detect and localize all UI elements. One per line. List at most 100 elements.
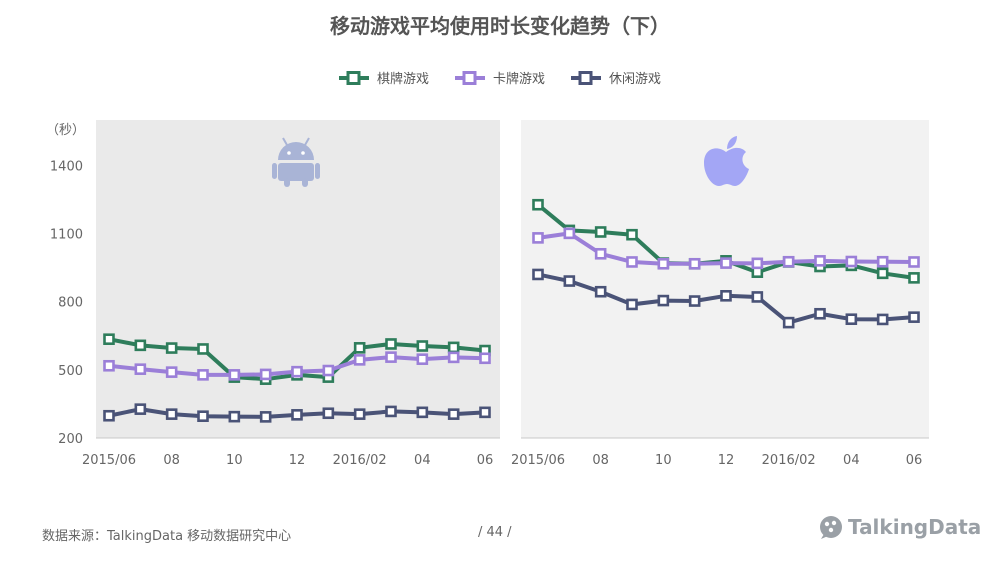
data-point [532, 232, 544, 244]
legend-swatch-qipai [338, 70, 369, 85]
logo-text: TalkingData [848, 515, 982, 539]
legend-label-qipai: 棋牌游戏 [376, 72, 429, 87]
data-point [103, 409, 115, 422]
data-point [197, 369, 209, 381]
data-point [594, 285, 607, 298]
data-point [908, 311, 920, 323]
data-point [845, 313, 858, 326]
data-point [416, 340, 429, 352]
data-point [782, 316, 795, 329]
x-tick-label: 2015/06 [511, 453, 565, 468]
data-point [416, 406, 429, 419]
data-point [479, 406, 491, 419]
data-point [291, 365, 303, 378]
data-point [814, 307, 826, 320]
android-head [278, 142, 314, 160]
data-point [322, 407, 335, 420]
data-point [259, 368, 272, 381]
data-point [134, 339, 147, 352]
y-tick-label: 800 [58, 296, 83, 311]
x-tick-label: 2015/06 [82, 453, 136, 468]
data-point [720, 290, 732, 302]
data-point [228, 410, 241, 423]
apple-leaf [727, 136, 737, 149]
data-point [447, 408, 460, 420]
data-point [908, 256, 920, 268]
data-point [291, 409, 303, 421]
legend-swatch-xiuxian [571, 70, 601, 85]
data-point [594, 247, 607, 260]
data-point [165, 342, 178, 354]
android-leg-right [302, 178, 308, 187]
data-point [103, 333, 115, 345]
data-point [782, 255, 795, 268]
data-point [814, 255, 826, 267]
x-tick-label: 04 [414, 453, 431, 468]
data-point [876, 255, 889, 268]
footer-source: 数据来源：TalkingData 移动数据研究中心 [42, 529, 292, 544]
data-point [385, 405, 397, 418]
legend: 棋牌游戏 卡牌游戏 休闲游戏 [0, 68, 1000, 87]
y-tick-label: 1400 [50, 159, 83, 174]
x-tick-label: 10 [655, 453, 672, 468]
data-point [385, 351, 397, 363]
ios-panel: 2015/06 08 10 12 2016/02 04 06 [511, 120, 929, 468]
legend-item-qipai: 棋牌游戏 [338, 68, 429, 87]
data-point [751, 257, 764, 270]
data-point [447, 351, 460, 364]
android-leg-left [284, 178, 290, 187]
data-point [103, 359, 115, 372]
android-icon [272, 137, 320, 187]
data-point [626, 228, 638, 241]
data-point [228, 369, 241, 381]
data-point [165, 366, 178, 378]
data-point [563, 275, 576, 287]
legend-label-kapai: 卡牌游戏 [492, 72, 545, 87]
data-point [657, 294, 670, 307]
data-point [479, 352, 491, 365]
data-point [563, 227, 576, 240]
data-point [134, 363, 147, 375]
data-point [385, 338, 397, 350]
android-eye-right [301, 151, 305, 155]
data-point [908, 272, 920, 284]
chart-title: 移动游戏平均使用时长变化趋势（下） [330, 14, 670, 38]
data-point [876, 313, 889, 326]
y-axis: 200 500 800 1100 1400 （秒） [46, 123, 85, 447]
android-body [278, 163, 314, 181]
apple-icon [704, 136, 749, 186]
android-arm-right [315, 163, 320, 179]
android-panel: 2015/06 08 10 12 2016/02 04 06 [82, 120, 500, 468]
data-point [197, 343, 209, 355]
x-tick-label: 04 [843, 453, 860, 468]
x-tick-label: 08 [592, 453, 609, 468]
data-point [134, 403, 147, 415]
x-tick-label: 12 [289, 453, 306, 468]
legend-item-kapai: 卡牌游戏 [454, 68, 545, 87]
data-point [165, 408, 178, 420]
y-tick-label: 1100 [50, 228, 83, 243]
data-point [720, 257, 732, 269]
y-axis-unit: （秒） [46, 123, 85, 138]
data-point [626, 298, 638, 311]
x-tick-label: 06 [477, 453, 494, 468]
logo-mark-icon [820, 516, 842, 539]
talkingdata-logo: TalkingData [818, 514, 981, 540]
x-tick-label: 2016/02 [333, 453, 387, 468]
data-point [688, 295, 701, 307]
data-point [657, 257, 670, 270]
data-point [353, 342, 366, 354]
data-point [626, 256, 638, 268]
data-point [353, 408, 366, 420]
data-point [876, 267, 889, 280]
android-antenna-right [304, 137, 310, 146]
android-antenna-left [282, 137, 288, 146]
data-point [532, 268, 544, 281]
legend-swatch-kapai [454, 70, 485, 85]
legend-label-xiuxian: 休闲游戏 [609, 72, 662, 87]
x-tick-label: 10 [226, 453, 243, 468]
android-eye-left [287, 151, 291, 155]
data-point [416, 353, 429, 365]
data-point [197, 410, 209, 422]
